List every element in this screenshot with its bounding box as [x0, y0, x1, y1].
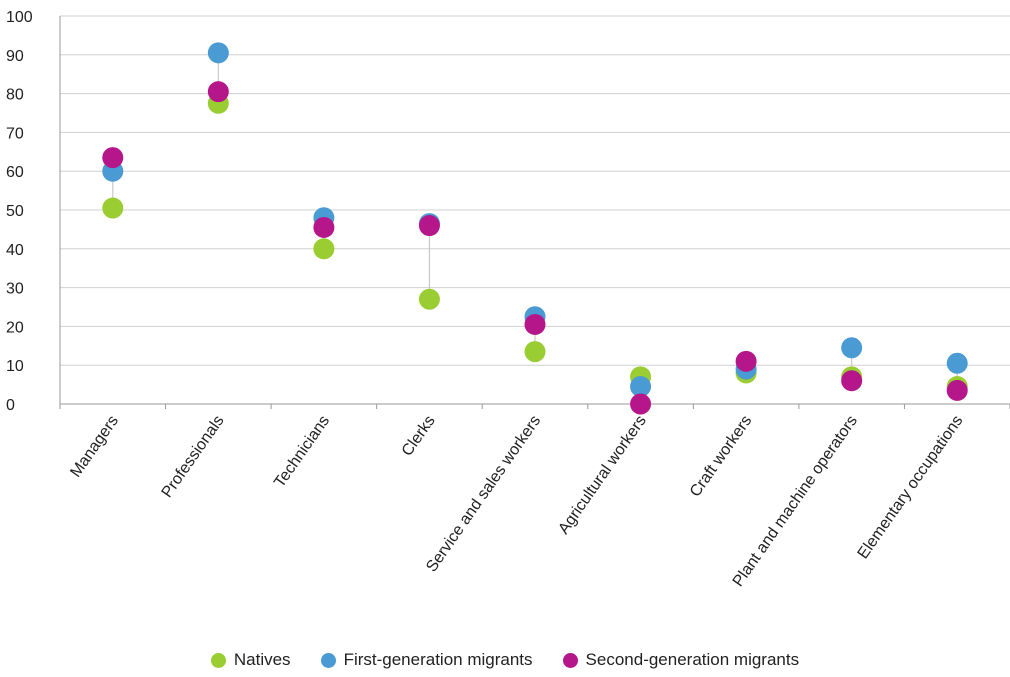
point-first-generation-migrants	[630, 376, 652, 398]
legend-item-second-generation[interactable]: Second-generation migrants	[562, 650, 800, 670]
x-tick-label: Agricultural workers	[555, 413, 650, 538]
legend-item-first-generation[interactable]: First-generation migrants	[320, 650, 533, 670]
legend-item-natives[interactable]: Natives	[210, 650, 291, 670]
x-tick-label: Plant and machine operators	[730, 413, 861, 590]
y-tick-label: 80	[6, 87, 24, 104]
point-second-generation-migrants	[418, 215, 440, 237]
chart: 0 10 20 30 40 50 60 70 80 90 100 Managers Professio…	[6, 9, 1010, 590]
legend-swatch-first-generation	[320, 652, 336, 668]
y-tick-label: 0	[6, 397, 15, 414]
data-points	[102, 42, 968, 415]
legend-label-first-generation: First-generation migrants	[343, 650, 533, 669]
point-second-generation-migrants	[524, 313, 546, 335]
legend: Natives First-generation migrants Second…	[0, 650, 1010, 670]
point-second-generation-migrants	[207, 81, 229, 103]
x-tick-label: Professionals	[159, 413, 228, 501]
point-first-generation-migrants	[207, 42, 229, 64]
axes	[59, 16, 1010, 409]
point-first-generation-migrants	[946, 352, 968, 374]
y-tick-label: 10	[6, 358, 24, 375]
point-natives	[418, 288, 440, 310]
point-second-generation-migrants	[102, 147, 124, 169]
y-tick-label: 60	[6, 164, 24, 181]
y-tick-label: 90	[6, 48, 24, 65]
x-tick-label: Technicians	[271, 413, 333, 491]
point-second-generation-migrants	[841, 370, 863, 392]
point-second-generation-migrants	[946, 379, 968, 401]
y-tick-label: 40	[6, 242, 24, 259]
x-tick-label: Craft workers	[687, 413, 755, 501]
legend-label-second-generation: Second-generation migrants	[585, 650, 800, 669]
x-tick-label: Elementary occupations	[855, 413, 967, 563]
x-tick-label: Clerks	[399, 413, 439, 460]
x-tick-label: Service and sales workers	[423, 413, 544, 576]
x-tick-label: Managers	[67, 413, 122, 481]
y-axis-ticks: 0 10 20 30 40 50 60 70 80 90 100	[6, 9, 33, 414]
point-first-generation-migrants	[841, 337, 863, 359]
y-tick-label: 20	[6, 319, 24, 336]
y-tick-label: 70	[6, 125, 24, 142]
point-natives	[524, 341, 546, 363]
point-natives	[102, 197, 124, 219]
y-tick-label: 50	[6, 203, 24, 220]
point-second-generation-migrants	[313, 216, 335, 238]
grid-lines	[60, 15, 1010, 366]
point-second-generation-migrants	[735, 350, 757, 372]
x-axis-labels: Managers Professionals Technicians ClerksSe…	[67, 413, 966, 590]
y-tick-label: 30	[6, 281, 24, 298]
point-natives	[313, 238, 335, 260]
legend-swatch-second-generation	[562, 652, 578, 668]
point-second-generation-migrants	[630, 393, 652, 415]
legend-swatch-natives	[210, 652, 226, 668]
legend-label-natives: Natives	[233, 650, 291, 669]
y-tick-label: 100	[6, 9, 33, 26]
